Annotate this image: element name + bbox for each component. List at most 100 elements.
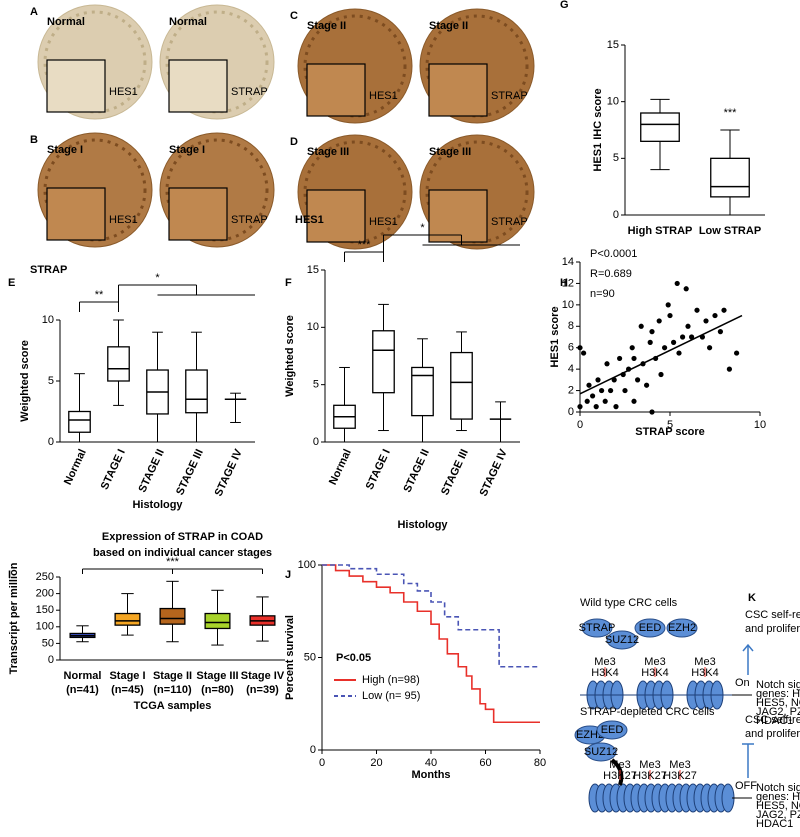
panel-label: I — [8, 569, 11, 581]
tissue-texture — [165, 138, 269, 242]
panel-label: J — [285, 569, 291, 581]
tissue-texture — [425, 140, 529, 244]
x-tick-label: Low STRAP — [699, 225, 761, 237]
gene-text: HES5, NOTCH1, — [756, 800, 800, 812]
point — [604, 361, 610, 367]
stain-label: HES1 — [109, 214, 138, 226]
gene-text: Notch signaling — [756, 782, 800, 794]
annotation: P<0.0001 — [590, 248, 637, 260]
stage-label: Stage II — [307, 20, 346, 32]
protein-label: EED — [601, 724, 624, 736]
point — [586, 382, 592, 388]
protein — [581, 618, 613, 638]
y-axis-label: Transcript per million — [8, 562, 20, 674]
protein-label: EZH2 — [668, 622, 696, 634]
y-tick-label: 150 — [36, 604, 54, 616]
significance: *** — [724, 107, 738, 119]
gene-text: genes: HES1, — [756, 791, 800, 803]
x-tick-label: 80 — [534, 757, 546, 769]
box — [411, 366, 434, 417]
x-tick-label: STAGE II — [136, 447, 166, 494]
y-tick-label: 4 — [568, 363, 574, 375]
chart-title: based on individual cancer stages — [93, 547, 272, 559]
box — [185, 369, 208, 414]
significance: * — [155, 272, 160, 284]
y-tick-label: 0 — [48, 654, 54, 666]
tissue-texture — [425, 14, 529, 118]
stain-label: STRAP — [491, 216, 528, 228]
n-label: (n=45) — [111, 684, 144, 696]
y-tick-label: 8 — [568, 320, 574, 332]
y-tick-label: 50 — [42, 637, 54, 649]
mark-label: Me3 — [609, 759, 630, 771]
tissue-texture — [303, 140, 407, 244]
survival-curve — [322, 564, 540, 724]
histone-label: H3K4 — [591, 667, 619, 679]
x-axis-label: TCGA samples — [134, 700, 212, 712]
n-label: (n=80) — [201, 684, 234, 696]
state-label: OFF — [735, 780, 757, 792]
y-tick-label: 10 — [562, 299, 574, 311]
histone-label: H3K4 — [691, 667, 719, 679]
stage-label: Stage II — [429, 20, 468, 32]
y-tick-label: 0 — [613, 209, 619, 221]
y-tick-label: 0 — [313, 436, 319, 448]
point — [694, 307, 700, 313]
y-axis-label: HES1 IHC score — [592, 88, 604, 171]
point — [656, 318, 662, 324]
survival-curve — [322, 564, 540, 668]
x-tick-label: STAGE I — [364, 447, 393, 491]
point — [622, 387, 628, 394]
state-label: On — [735, 677, 750, 689]
mark-label: Me3 — [669, 759, 690, 771]
outcome: CSC self-renewal — [745, 609, 800, 621]
point — [590, 393, 596, 399]
protein-label: SUZ12 — [584, 746, 618, 758]
point — [599, 387, 605, 394]
point — [602, 398, 608, 404]
tissue-texture — [303, 14, 407, 118]
inset — [46, 59, 106, 113]
point — [674, 280, 680, 287]
gene-text: JAG2, PZD6, — [756, 706, 800, 718]
histone-label: H3K27 — [633, 770, 667, 782]
x-tick-label: STAGE IV — [478, 447, 511, 498]
stain-label: STRAP — [231, 86, 268, 98]
point — [644, 382, 650, 388]
annotation: P<0.05 — [336, 652, 371, 664]
fit-line — [579, 314, 743, 395]
mark-label: Me3 — [639, 759, 660, 771]
x-axis-label: Histology — [397, 519, 448, 531]
tissue-texture — [43, 138, 147, 242]
x-tick-label: 60 — [479, 757, 491, 769]
point — [676, 350, 682, 356]
box — [372, 330, 395, 394]
stain-label: HES1 — [369, 90, 398, 102]
y-tick-label: 100 — [36, 621, 54, 633]
stain-label: STRAP — [231, 214, 268, 226]
stage-label: Stage III — [429, 146, 471, 158]
x-tick-label: Normal — [327, 447, 354, 486]
section-title: Wild type CRC cells — [580, 597, 678, 609]
gene-text: JAG2, PZD6, — [756, 809, 800, 821]
x-tick-label: Stage II — [153, 670, 192, 682]
y-tick-label: 10 — [42, 314, 54, 326]
y-axis-label: HES1 score — [549, 306, 561, 367]
stage-label: Normal — [169, 16, 207, 28]
panel-label: F — [285, 277, 292, 289]
chart-title: STRAP — [30, 264, 67, 276]
protein — [634, 618, 666, 638]
chart-title: HES1 — [295, 214, 324, 226]
point — [689, 334, 695, 340]
y-tick-label: 0 — [48, 436, 54, 448]
protein-label: SUZ12 — [605, 634, 639, 646]
x-tick-label: STAGE I — [99, 447, 128, 491]
tissue-texture — [165, 10, 269, 114]
point — [680, 334, 686, 340]
point — [631, 398, 637, 404]
point — [635, 377, 641, 383]
stage-label: Stage I — [169, 144, 205, 156]
y-tick-label: 100 — [298, 559, 316, 571]
outcome: and proliferation — [745, 623, 800, 635]
